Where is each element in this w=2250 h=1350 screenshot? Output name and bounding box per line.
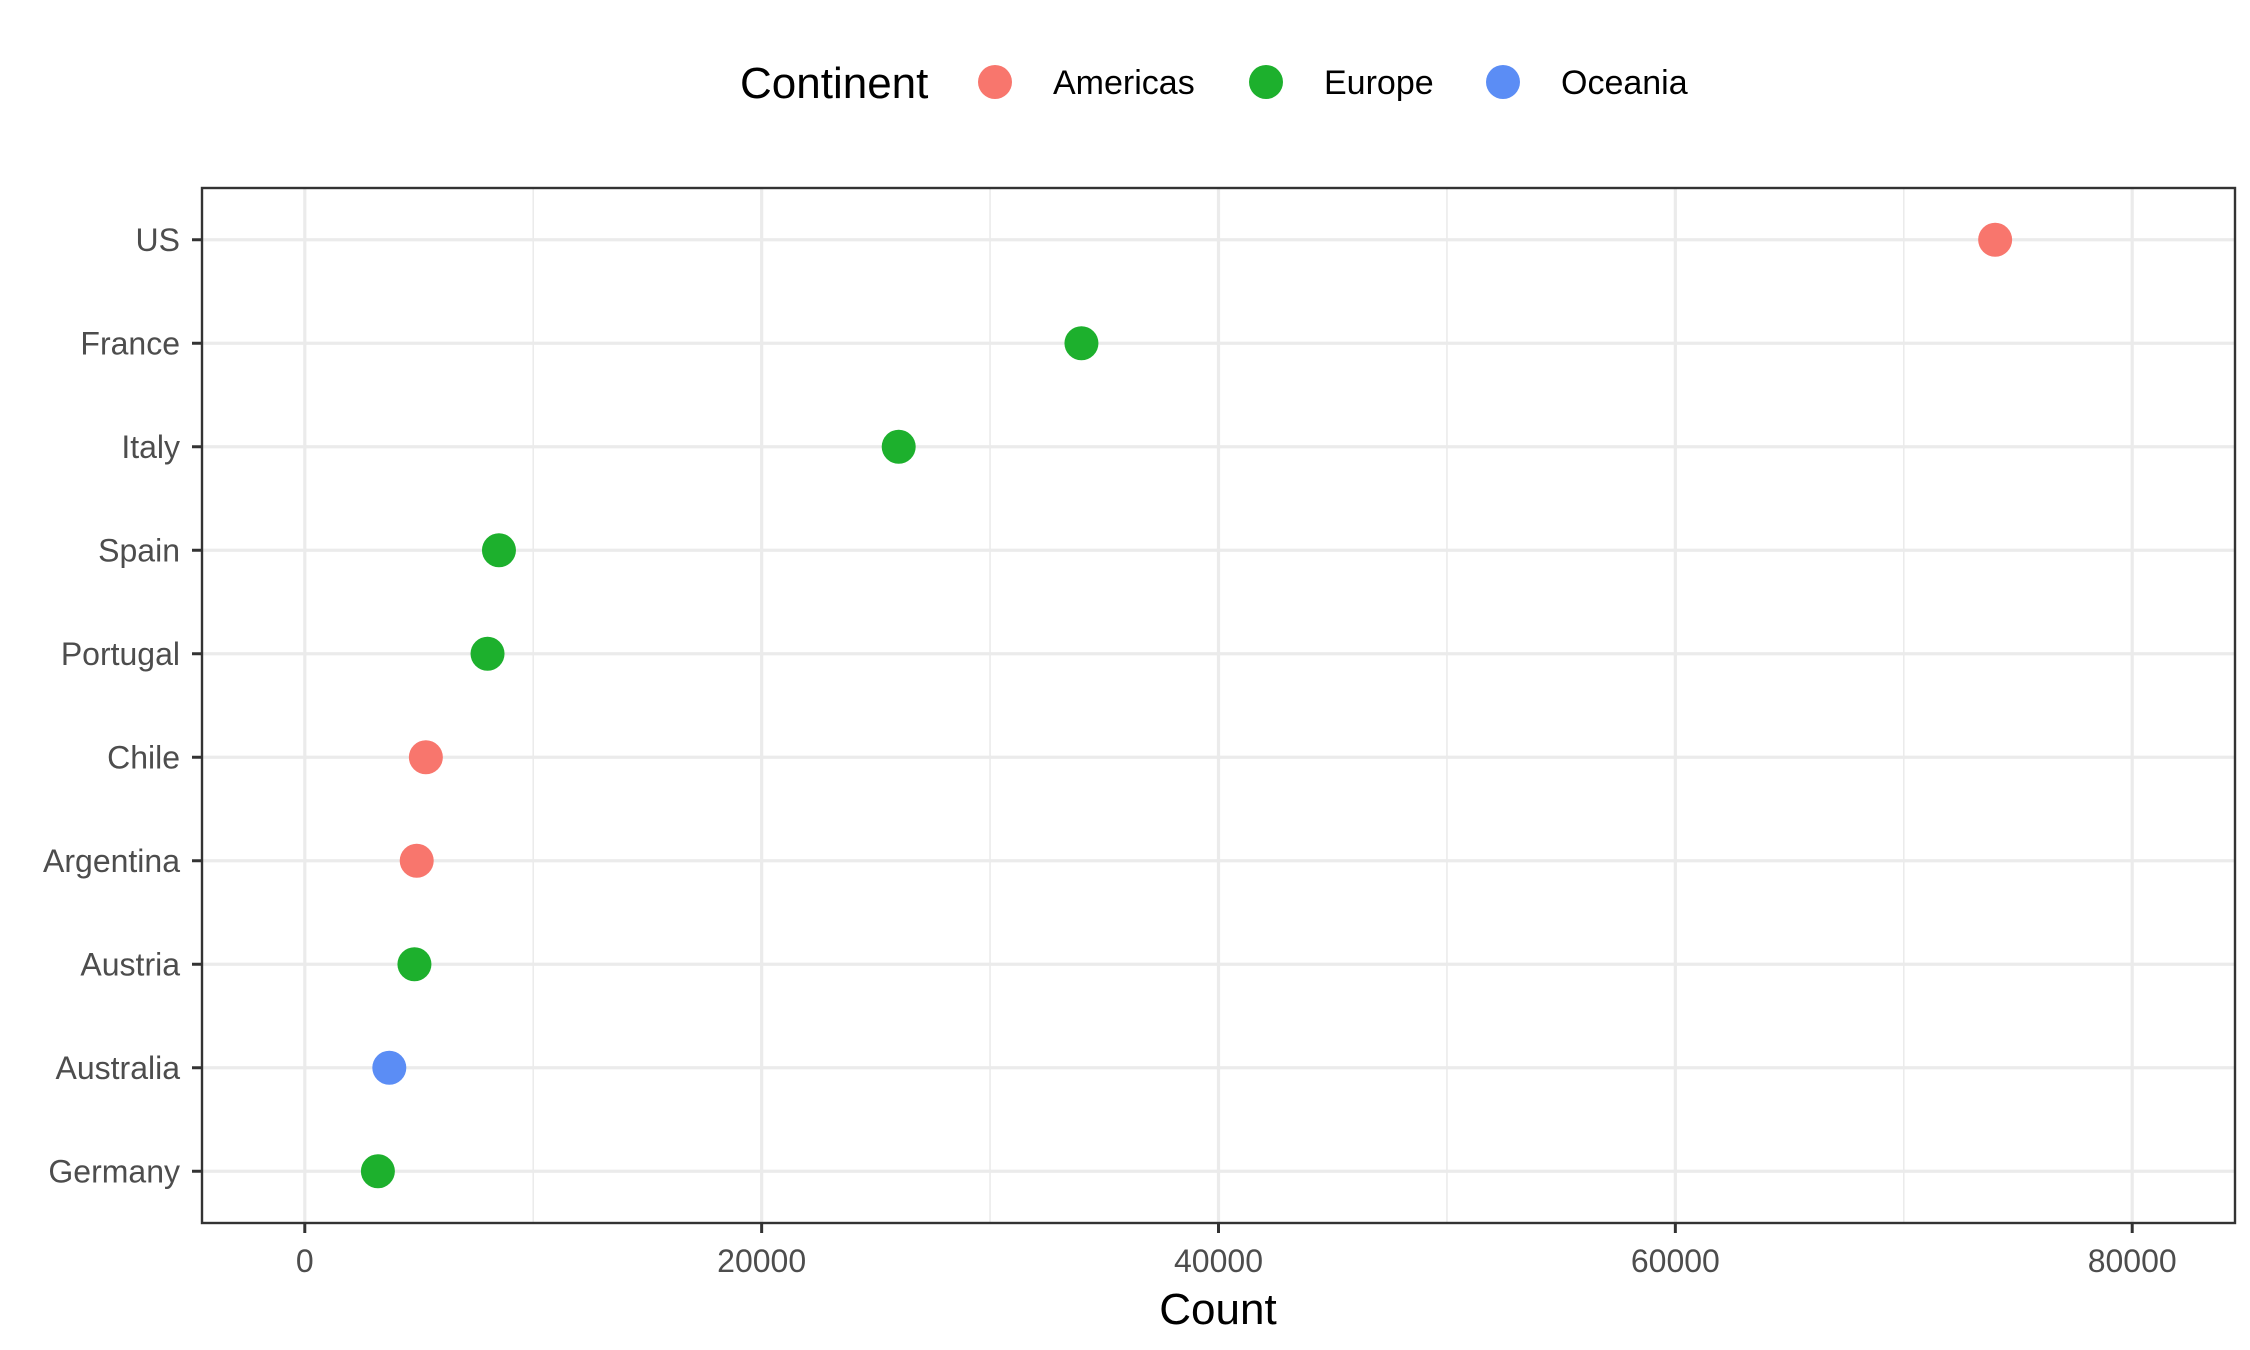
y-tick-label: Austria bbox=[80, 946, 180, 982]
legend-key-dot bbox=[1486, 65, 1520, 99]
point-france bbox=[1064, 326, 1099, 361]
legend-item-oceania: Oceania bbox=[1486, 64, 1688, 102]
y-tick-label: Chile bbox=[107, 739, 180, 775]
legend-item-europe: Europe bbox=[1249, 64, 1434, 102]
point-portugal bbox=[470, 636, 505, 671]
legend-label: Europe bbox=[1324, 64, 1434, 102]
point-austria bbox=[397, 947, 432, 982]
x-tick-label: 60000 bbox=[1631, 1243, 1720, 1279]
legend-label: Oceania bbox=[1561, 64, 1688, 102]
y-tick-label: Spain bbox=[98, 532, 180, 568]
point-chile bbox=[408, 740, 443, 775]
y-tick-label: Portugal bbox=[61, 636, 180, 672]
y-tick-label: Australia bbox=[56, 1050, 181, 1086]
legend: Continent Americas Europe Oceania bbox=[740, 59, 1688, 108]
x-axis: 0 20000 40000 60000 80000 bbox=[296, 1223, 2177, 1279]
y-tick-label: US bbox=[136, 222, 180, 258]
point-italy bbox=[881, 429, 916, 464]
point-germany bbox=[360, 1154, 395, 1189]
point-us bbox=[1978, 222, 2013, 257]
y-axis: US France Italy Spain Portugal Chile Argentina… bbox=[43, 222, 202, 1189]
x-tick-label: 0 bbox=[296, 1243, 314, 1279]
legend-label: Americas bbox=[1053, 64, 1195, 102]
x-tick-label: 20000 bbox=[717, 1243, 806, 1279]
data-points bbox=[360, 222, 2013, 1189]
point-australia bbox=[372, 1050, 407, 1085]
x-tick-label: 40000 bbox=[1174, 1243, 1263, 1279]
legend-item-americas: Americas bbox=[978, 64, 1195, 102]
y-tick-label: Argentina bbox=[43, 843, 180, 879]
plot-panel bbox=[200, 186, 2237, 1225]
point-argentina bbox=[399, 843, 434, 878]
legend-key-dot bbox=[1249, 65, 1283, 99]
y-tick-label: Germany bbox=[48, 1153, 180, 1189]
legend-key-dot bbox=[978, 65, 1012, 99]
y-tick-label: Italy bbox=[121, 429, 180, 465]
y-tick-label: France bbox=[80, 325, 180, 361]
grid bbox=[202, 188, 2235, 1223]
x-axis-title: Count bbox=[1159, 1285, 1276, 1334]
x-tick-label: 80000 bbox=[2088, 1243, 2177, 1279]
point-spain bbox=[481, 533, 516, 568]
legend-title: Continent bbox=[740, 59, 928, 108]
